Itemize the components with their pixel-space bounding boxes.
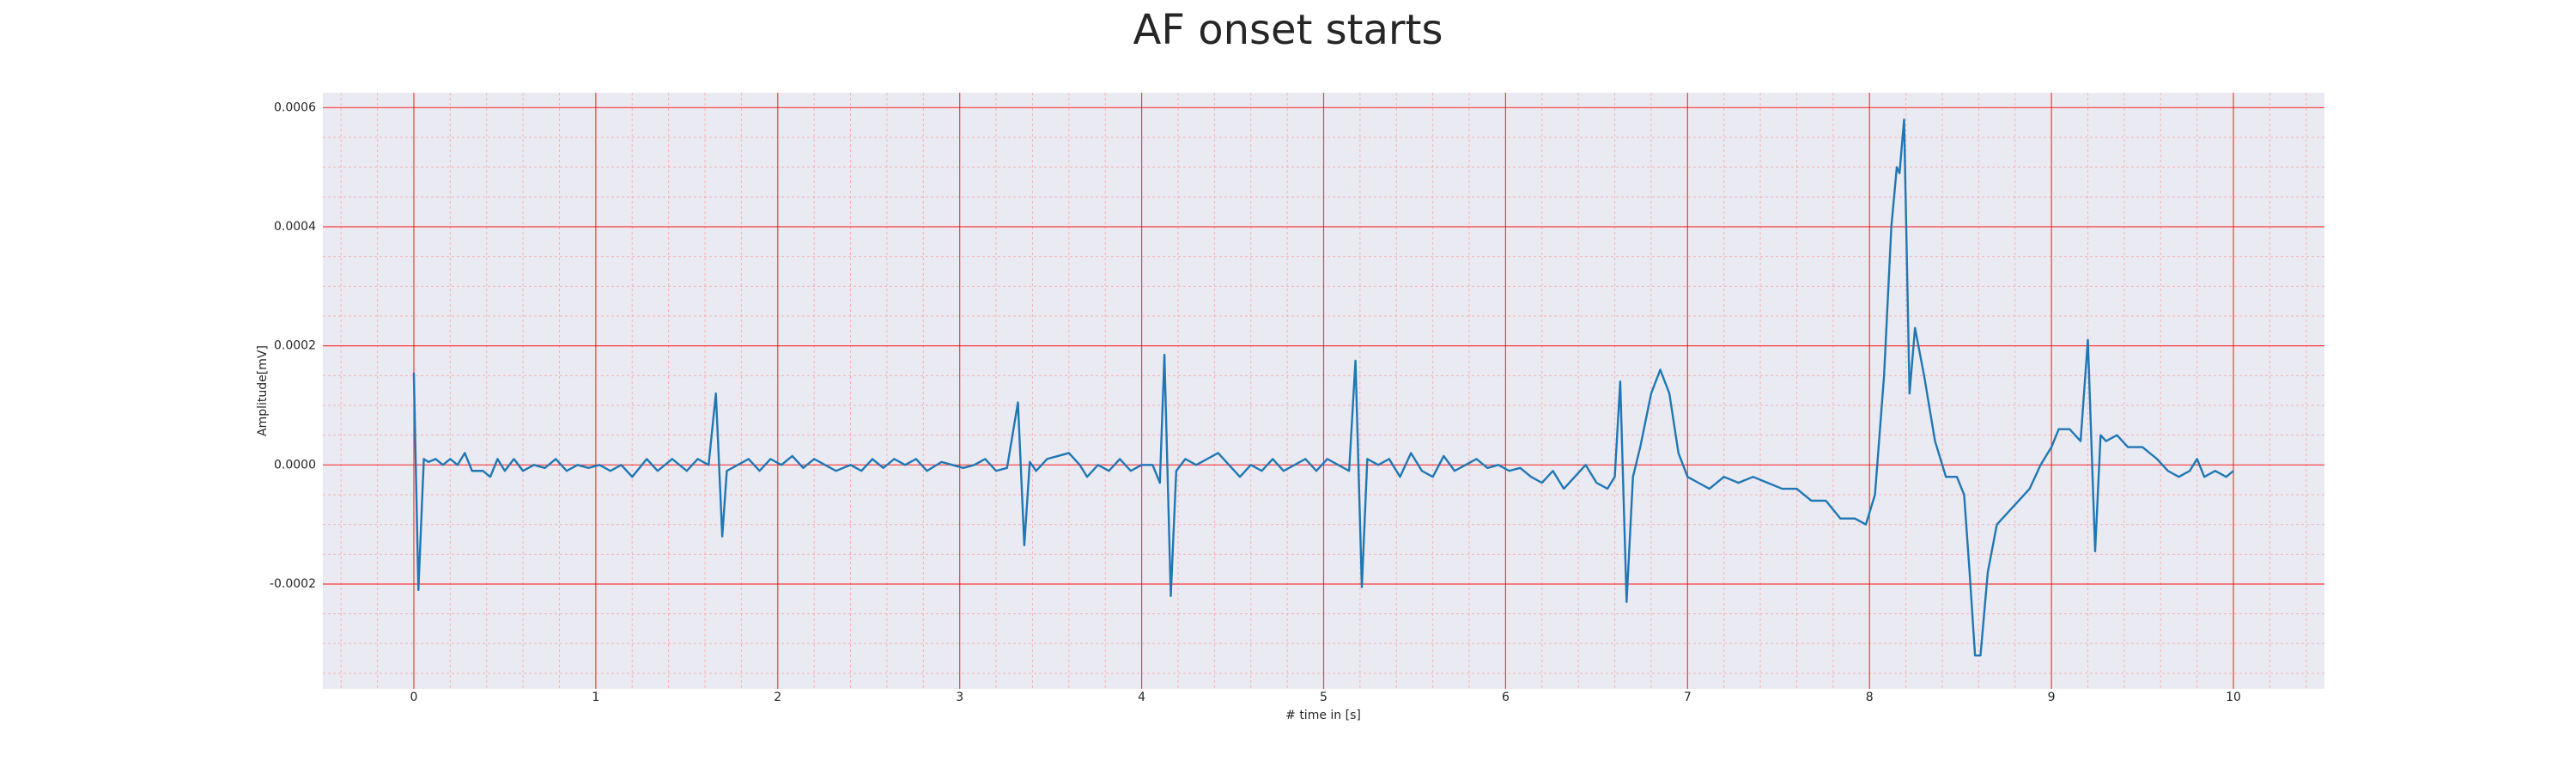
y-tick-label: 0.0006 [274,100,316,114]
x-tick-label: 9 [2048,691,2056,704]
x-tick-label: 1 [592,691,599,704]
x-tick-label: 2 [774,691,781,704]
signal-line [412,119,2234,657]
x-tick-label: 0 [410,691,417,704]
x-tick-label: 7 [1684,691,1692,704]
x-tick-label: 10 [2226,691,2241,704]
x-tick-label: 3 [956,691,963,704]
y-tick-label: -0.0002 [270,577,316,591]
y-tick-label: 0.0004 [274,220,316,234]
x-axis-label: # time in [s] [1285,709,1361,722]
chart-title: AF onset starts [1133,6,1443,54]
x-tick-label: 4 [1138,691,1145,704]
x-tick-label: 6 [1502,691,1510,704]
y-tick-label: 0.0002 [274,339,316,353]
y-tick-label: 0.0000 [274,458,316,472]
y-axis-label: Amplitude[mV] [256,345,270,436]
x-tick-label: 5 [1320,691,1327,704]
x-tick-label: 8 [1866,691,1874,704]
